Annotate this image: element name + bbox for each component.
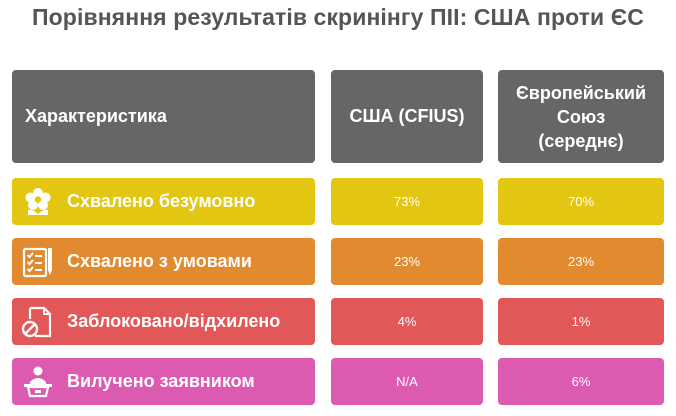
blocked-document-icon (21, 305, 55, 339)
header-eu-line-2: Союз (556, 106, 606, 127)
row-label-text: Заблоковано/відхилено (67, 311, 281, 331)
row-label-text: Схвалено з умовами (67, 251, 252, 271)
row-label-text: Вилучено заявником (67, 371, 255, 391)
header-characteristic: Характеристика (12, 70, 315, 163)
checklist-icon (21, 245, 55, 279)
header-us: США (CFIUS) (331, 70, 483, 163)
row-label-withdrawn-by-applicant: Вилучено заявником (12, 358, 315, 405)
page-title: Порівняння результатів скринінгу ПІІ: СШ… (32, 4, 644, 30)
header-eu: Європейський Союз (середнє) (498, 70, 664, 163)
header-eu-line-1: Європейський (515, 82, 647, 103)
row-label-text: Схвалено безумовно (67, 191, 256, 211)
eu-value-blocked-rejected: 1% (498, 298, 664, 345)
header-eu-label: Європейський Союз (середнє) (516, 81, 646, 153)
row-label-blocked-rejected: Заблоковано/відхилено (12, 298, 315, 345)
us-value-approved-unconditionally: 73% (331, 178, 483, 225)
eu-value-approved-with-conditions: 23% (498, 238, 664, 285)
us-value-approved-with-conditions: 23% (331, 238, 483, 285)
us-value-blocked-rejected: 4% (331, 298, 483, 345)
row-label-approved-unconditionally: Схвалено безумовно (12, 178, 315, 225)
header-characteristic-label: Характеристика (25, 106, 167, 126)
header-eu-line-3: (середнє) (538, 130, 624, 151)
eu-value-withdrawn-by-applicant: 6% (498, 358, 664, 405)
person-podium-icon (21, 365, 55, 399)
row-label-approved-with-conditions: Схвалено з умовами (12, 238, 315, 285)
eu-value-approved-unconditionally: 70% (498, 178, 664, 225)
header-us-label: США (CFIUS) (349, 106, 465, 126)
flower-icon (21, 185, 55, 219)
us-value-withdrawn-by-applicant: N/A (331, 358, 483, 405)
